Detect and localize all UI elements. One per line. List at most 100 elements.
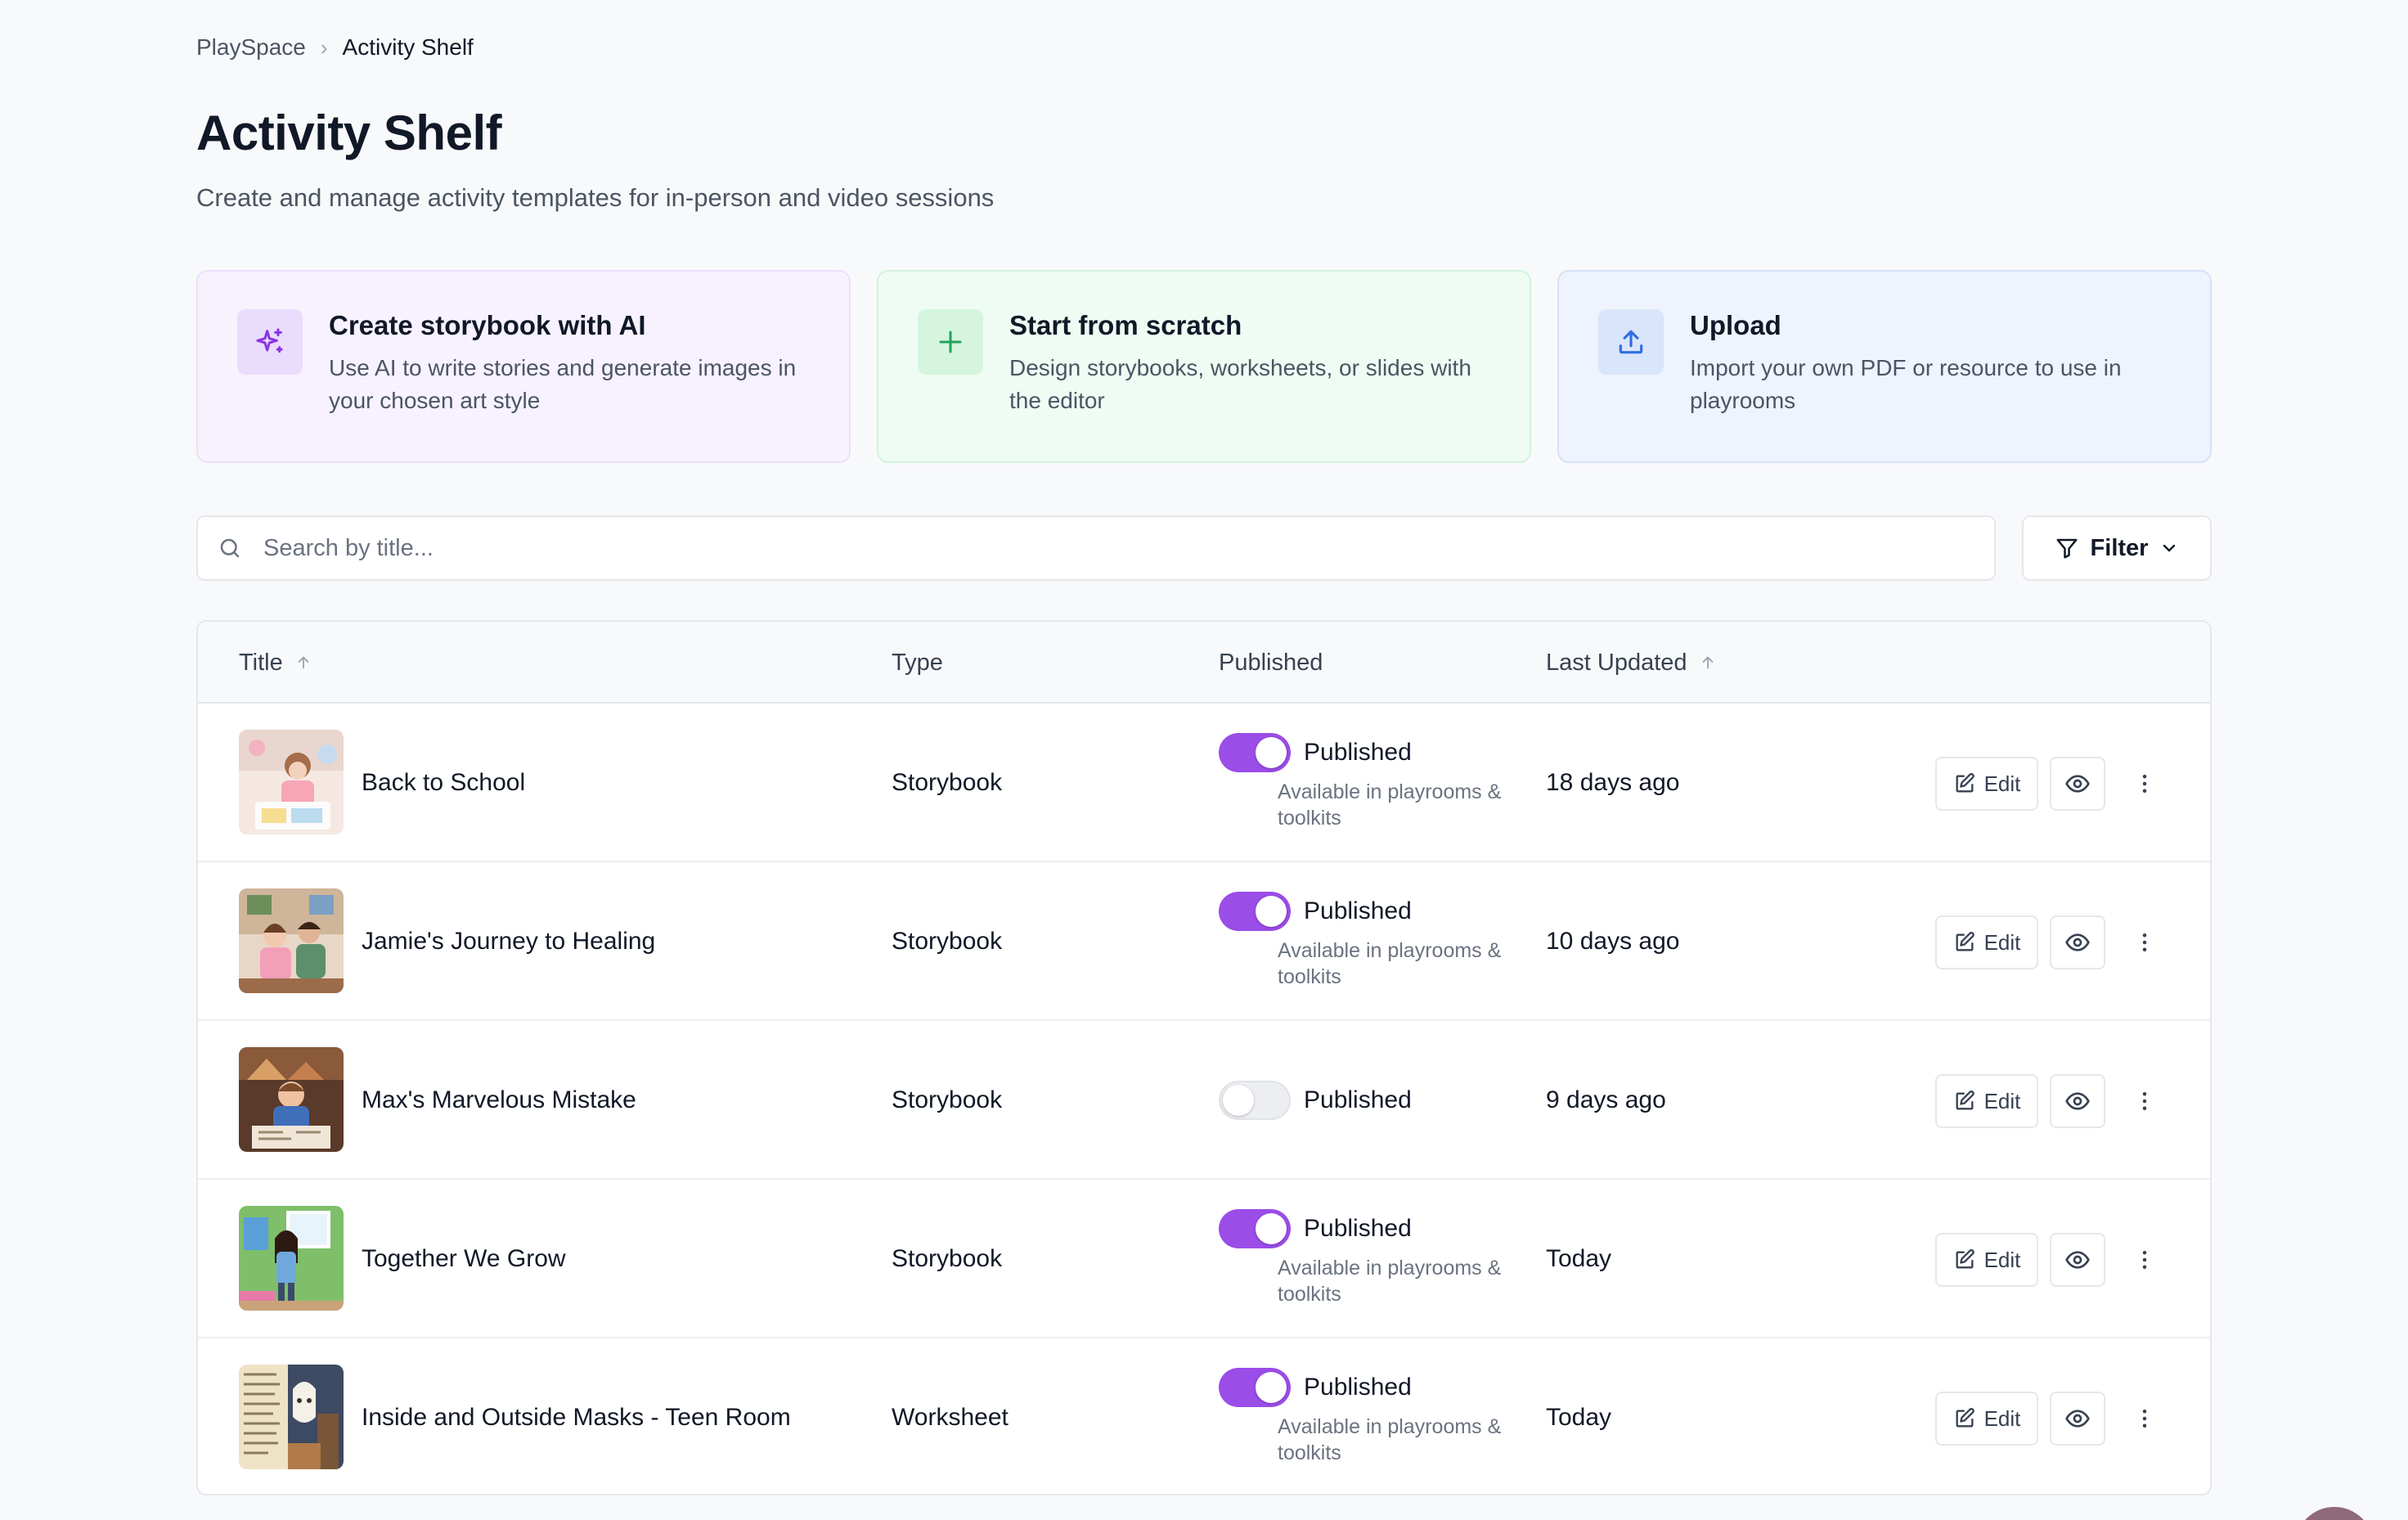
storybook-thumbnail bbox=[239, 888, 344, 993]
row-last-updated: 10 days ago bbox=[1546, 928, 1680, 955]
published-label: Published bbox=[1304, 897, 1412, 924]
published-note: Available in playrooms & toolkits bbox=[1278, 1415, 1502, 1464]
toggle-knob bbox=[1256, 737, 1287, 768]
edit-icon bbox=[1953, 931, 1976, 954]
page-title: Activity Shelf bbox=[196, 106, 502, 160]
preview-button[interactable] bbox=[2050, 1233, 2105, 1287]
published-label: Published bbox=[1304, 739, 1412, 766]
edit-icon bbox=[1953, 772, 1976, 795]
edit-label: Edit bbox=[1983, 929, 2021, 955]
table-row[interactable]: Inside and Outside Masks - Teen Room Wor… bbox=[198, 1338, 2210, 1494]
row-type: Storybook bbox=[892, 928, 1003, 955]
row-last-updated: 18 days ago bbox=[1546, 769, 1680, 796]
search-icon bbox=[218, 536, 242, 560]
column-header-title[interactable]: Title bbox=[239, 622, 312, 704]
upload-card[interactable]: Upload Import your own PDF or resource t… bbox=[1557, 270, 2212, 463]
published-label: Published bbox=[1304, 1374, 1412, 1401]
start-from-scratch-card[interactable]: Start from scratch Design storybooks, wo… bbox=[877, 270, 1531, 463]
more-options-button[interactable] bbox=[2120, 1233, 2169, 1287]
row-type: Storybook bbox=[892, 769, 1003, 796]
table-row[interactable]: Back to School Storybook Published Avail… bbox=[198, 704, 2210, 862]
plus-icon bbox=[918, 309, 983, 375]
edit-icon bbox=[1953, 1407, 1976, 1430]
toggle-knob bbox=[1223, 1085, 1254, 1116]
toggle-knob bbox=[1256, 1372, 1287, 1403]
sort-arrow-up-icon bbox=[1699, 654, 1717, 672]
preview-button[interactable] bbox=[2050, 1074, 2105, 1128]
sort-arrow-up-icon bbox=[294, 654, 312, 672]
more-vertical-icon bbox=[2132, 1406, 2157, 1431]
filter-label: Filter bbox=[2090, 534, 2149, 561]
row-title: Together We Grow bbox=[362, 1245, 566, 1272]
storybook-thumbnail bbox=[239, 730, 344, 834]
published-toggle[interactable] bbox=[1219, 733, 1291, 772]
preview-button[interactable] bbox=[2050, 1392, 2105, 1446]
preview-button[interactable] bbox=[2050, 757, 2105, 811]
table-row[interactable]: Max's Marvelous Mistake Storybook Publis… bbox=[198, 1021, 2210, 1180]
eye-icon bbox=[2064, 1247, 2091, 1273]
chevron-down-icon bbox=[2159, 538, 2179, 558]
row-last-updated: Today bbox=[1546, 1245, 1612, 1272]
column-header-label: Title bbox=[239, 649, 283, 676]
card-title: Upload bbox=[1690, 310, 1781, 340]
table-row[interactable]: Together We Grow Storybook Published Ava… bbox=[198, 1180, 2210, 1338]
help-chat-button[interactable] bbox=[2295, 1507, 2374, 1520]
edit-button[interactable]: Edit bbox=[1935, 757, 2038, 811]
edit-button[interactable]: Edit bbox=[1935, 915, 2038, 969]
published-toggle[interactable] bbox=[1219, 1081, 1291, 1120]
breadcrumb-separator: › bbox=[320, 34, 328, 60]
card-description: Import your own PDF or resource to use i… bbox=[1690, 355, 2122, 413]
edit-icon bbox=[1953, 1090, 1976, 1113]
column-header-last-updated[interactable]: Last Updated bbox=[1546, 622, 1717, 704]
breadcrumb: PlaySpace › Activity Shelf bbox=[196, 34, 474, 61]
row-title: Jamie's Journey to Healing bbox=[362, 928, 656, 955]
row-last-updated: Today bbox=[1546, 1404, 1612, 1431]
table-row[interactable]: Jamie's Journey to Healing Storybook Pub… bbox=[198, 862, 2210, 1021]
eye-icon bbox=[2064, 1088, 2091, 1114]
published-toggle[interactable] bbox=[1219, 1209, 1291, 1248]
column-header-type: Type bbox=[892, 649, 943, 676]
more-options-button[interactable] bbox=[2120, 915, 2169, 969]
edit-label: Edit bbox=[1983, 1088, 2021, 1113]
sparkles-icon bbox=[237, 309, 303, 375]
edit-button[interactable]: Edit bbox=[1935, 1233, 2038, 1287]
preview-button[interactable] bbox=[2050, 915, 2105, 969]
row-last-updated: 9 days ago bbox=[1546, 1086, 1666, 1113]
create-with-ai-card[interactable]: Create storybook with AI Use AI to write… bbox=[196, 270, 851, 463]
storybook-thumbnail bbox=[239, 1047, 344, 1152]
published-note: Available in playrooms & toolkits bbox=[1278, 939, 1502, 988]
row-type: Worksheet bbox=[892, 1404, 1009, 1431]
published-toggle[interactable] bbox=[1219, 892, 1291, 931]
card-title: Start from scratch bbox=[1009, 310, 1242, 340]
edit-label: Edit bbox=[1983, 1247, 2021, 1272]
published-toggle[interactable] bbox=[1219, 1368, 1291, 1407]
published-note: Available in playrooms & toolkits bbox=[1278, 1257, 1502, 1306]
more-options-button[interactable] bbox=[2120, 1392, 2169, 1446]
more-vertical-icon bbox=[2132, 1248, 2157, 1272]
row-type: Storybook bbox=[892, 1086, 1003, 1113]
published-label: Published bbox=[1304, 1215, 1412, 1242]
more-options-button[interactable] bbox=[2120, 757, 2169, 811]
search-input[interactable] bbox=[263, 534, 1899, 562]
filter-button[interactable]: Filter bbox=[2022, 515, 2212, 581]
table-header: Title Type Published Last Updated bbox=[198, 622, 2210, 704]
edit-button[interactable]: Edit bbox=[1935, 1392, 2038, 1446]
breadcrumb-root-link[interactable]: PlaySpace bbox=[196, 34, 306, 60]
row-title: Max's Marvelous Mistake bbox=[362, 1086, 636, 1113]
edit-label: Edit bbox=[1983, 771, 2021, 796]
toggle-knob bbox=[1256, 1213, 1287, 1244]
row-type: Storybook bbox=[892, 1245, 1003, 1272]
row-title: Back to School bbox=[362, 769, 526, 796]
edit-button[interactable]: Edit bbox=[1935, 1074, 2038, 1128]
storybook-thumbnail bbox=[239, 1206, 344, 1311]
upload-icon bbox=[1598, 309, 1664, 375]
more-vertical-icon bbox=[2132, 930, 2157, 955]
worksheet-thumbnail bbox=[239, 1365, 344, 1469]
more-vertical-icon bbox=[2132, 1089, 2157, 1113]
search-box bbox=[196, 515, 1996, 581]
card-description: Design storybooks, worksheets, or slides… bbox=[1009, 355, 1471, 413]
edit-label: Edit bbox=[1983, 1405, 2021, 1431]
filter-icon bbox=[2055, 536, 2079, 560]
toggle-knob bbox=[1256, 896, 1287, 927]
more-options-button[interactable] bbox=[2120, 1074, 2169, 1128]
